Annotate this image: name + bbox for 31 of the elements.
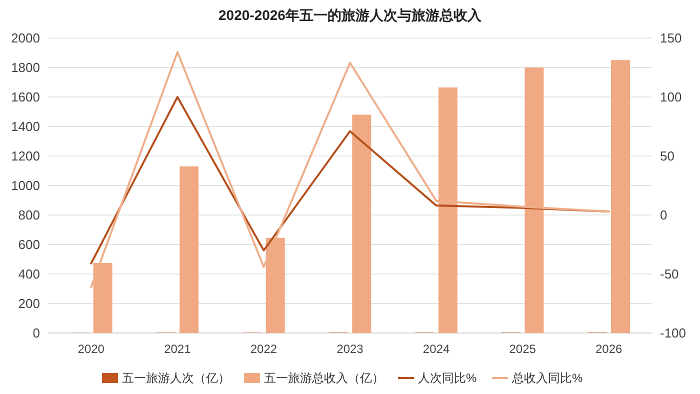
y2-tick-label: -100 [660,326,686,341]
legend-label: 人次同比% [418,371,477,386]
y2-tick-label: 50 [660,148,674,164]
legend-label: 五一旅游总收入（亿） [264,371,384,386]
y-tick-label: 200 [18,296,40,312]
x-tick-label: 2020 [78,342,105,356]
legend-label: 五一旅游人次（亿） [122,371,230,386]
y-tick-label: 400 [18,266,40,282]
x-tick-label: 2021 [164,342,192,356]
y2-tick-label: -50 [660,266,679,282]
x-tick-label: 2024 [422,342,450,356]
y-tick-label: 0 [32,326,40,341]
y-tick-label: 1600 [11,90,40,105]
y2-tick-label: 150 [660,30,682,46]
bar [180,166,199,333]
y-tick-label: 1400 [11,119,40,134]
chart-title: 2020-2026年五一的旅游人次与旅游总收入 [218,7,482,23]
y-tick-label: 1200 [11,148,40,164]
y-tick-label: 1000 [11,178,40,194]
y2-tick-label: 0 [660,208,668,223]
y2-tick-label: 100 [660,90,682,105]
bar [352,114,372,333]
x-tick-label: 2023 [336,342,364,356]
y-tick-label: 2000 [11,30,40,46]
legend-label: 总收入同比% [511,371,583,386]
x-tick-label: 2025 [509,342,536,356]
y-tick-label: 800 [18,208,40,223]
x-tick-label: 2022 [250,342,278,356]
y-tick-label: 600 [18,237,40,252]
y-tick-label: 1800 [11,60,40,76]
x-tick-label: 2026 [596,342,623,356]
